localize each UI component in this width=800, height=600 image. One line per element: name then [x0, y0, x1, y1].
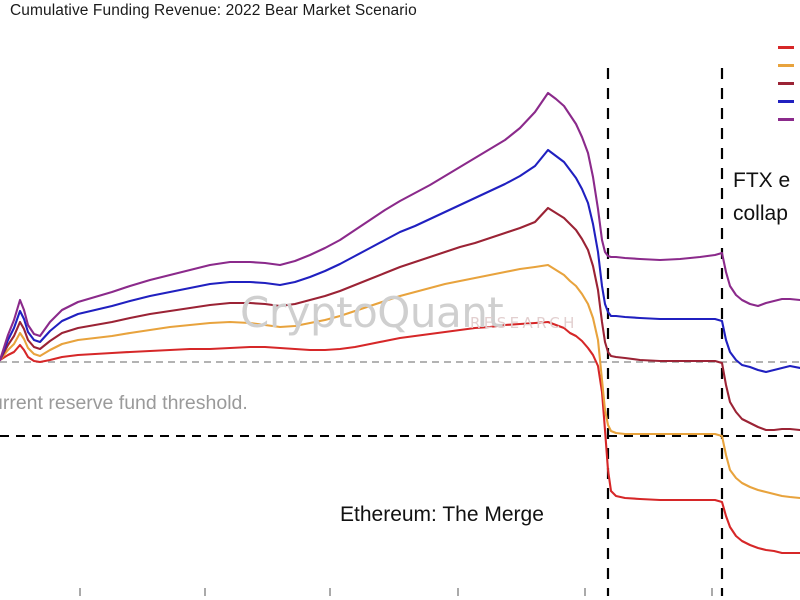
x-axis-ticks-group — [79, 588, 713, 596]
chart-legend — [778, 38, 800, 128]
series-lines-group — [0, 91, 800, 555]
legend-item-5-swatch — [778, 117, 794, 121]
reserve-threshold-label: urrent reserve fund threshold. — [0, 392, 248, 414]
legend-item-3[interactable] — [778, 74, 800, 92]
legend-item-5[interactable] — [778, 110, 800, 128]
ftx-collapse-label: FTX e collap — [733, 164, 790, 230]
legend-item-4-swatch — [778, 99, 794, 103]
chart-title: Cumulative Funding Revenue: 2022 Bear Ma… — [10, 2, 417, 19]
series-blue — [0, 148, 800, 374]
series-gold — [0, 263, 800, 500]
legend-item-3-swatch — [778, 81, 794, 85]
series-purple — [0, 91, 800, 362]
legend-item-1-swatch — [778, 45, 794, 49]
legend-item-1[interactable] — [778, 38, 800, 56]
legend-item-2[interactable] — [778, 56, 800, 74]
event-lines-group — [606, 68, 724, 596]
series-red — [0, 320, 800, 555]
ftx-collapse-label-line1: FTX e — [733, 169, 791, 192]
series-brown — [0, 206, 800, 432]
legend-item-2-swatch — [778, 63, 794, 67]
ftx-collapse-label-line2: collap — [733, 202, 788, 225]
ethereum-merge-label: Ethereum: The Merge — [340, 503, 544, 526]
legend-item-4[interactable] — [778, 92, 800, 110]
